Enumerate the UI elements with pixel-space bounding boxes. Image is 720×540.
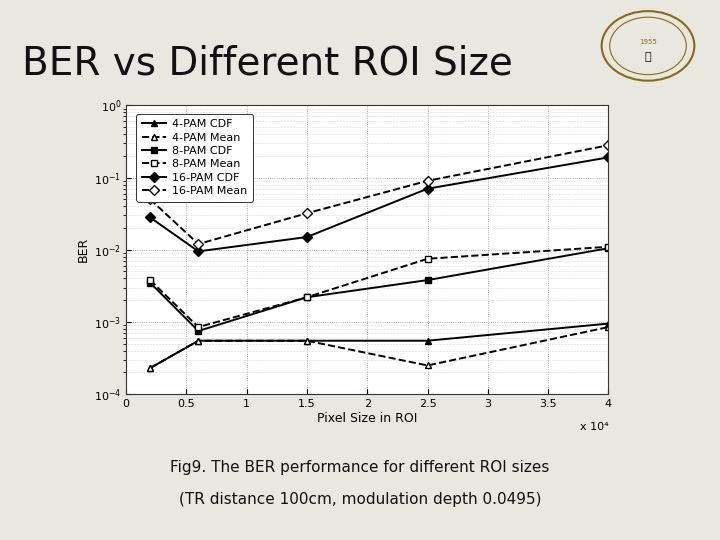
Text: Fig9. The BER performance for different ROI sizes: Fig9. The BER performance for different … — [171, 460, 549, 475]
4-PAM Mean — [145, 365, 154, 372]
8-PAM CDF — [145, 279, 154, 286]
16-PAM Mean — [604, 142, 613, 149]
8-PAM CDF — [194, 328, 203, 334]
Legend: 4-PAM CDF, 4-PAM Mean, 8-PAM CDF, 8-PAM Mean, 16-PAM CDF, 16-PAM Mean: 4-PAM CDF, 4-PAM Mean, 8-PAM CDF, 8-PAM … — [136, 114, 253, 201]
16-PAM Mean — [302, 210, 311, 217]
Line: 4-PAM CDF: 4-PAM CDF — [147, 320, 612, 372]
Text: 📖: 📖 — [644, 52, 652, 62]
Line: 8-PAM Mean: 8-PAM Mean — [147, 244, 612, 330]
8-PAM Mean — [604, 244, 613, 250]
8-PAM Mean — [194, 324, 203, 330]
4-PAM Mean — [604, 324, 613, 330]
Text: 1955: 1955 — [639, 39, 657, 45]
8-PAM Mean — [145, 277, 154, 284]
16-PAM CDF — [145, 214, 154, 221]
16-PAM Mean — [423, 178, 432, 184]
Line: 16-PAM CDF: 16-PAM CDF — [147, 154, 612, 255]
X-axis label: Pixel Size in ROI: Pixel Size in ROI — [317, 412, 418, 425]
4-PAM CDF — [423, 338, 432, 344]
Line: 16-PAM Mean: 16-PAM Mean — [147, 142, 612, 247]
16-PAM CDF — [194, 248, 203, 254]
4-PAM Mean — [194, 338, 203, 344]
4-PAM CDF — [145, 365, 154, 372]
16-PAM CDF — [302, 234, 311, 240]
Text: x 10⁴: x 10⁴ — [580, 422, 608, 433]
4-PAM CDF — [604, 320, 613, 327]
8-PAM CDF — [604, 245, 613, 252]
4-PAM CDF — [302, 338, 311, 344]
Line: 4-PAM Mean: 4-PAM Mean — [147, 323, 612, 372]
4-PAM Mean — [423, 362, 432, 369]
8-PAM CDF — [302, 294, 311, 300]
Y-axis label: BER: BER — [76, 237, 89, 262]
8-PAM Mean — [423, 255, 432, 262]
16-PAM Mean — [194, 241, 203, 247]
Line: 8-PAM CDF: 8-PAM CDF — [147, 245, 612, 334]
16-PAM Mean — [145, 196, 154, 202]
Text: (TR distance 100cm, modulation depth 0.0495): (TR distance 100cm, modulation depth 0.0… — [179, 492, 541, 507]
4-PAM Mean — [302, 338, 311, 344]
16-PAM CDF — [604, 154, 613, 160]
8-PAM CDF — [423, 277, 432, 284]
4-PAM CDF — [194, 338, 203, 344]
16-PAM CDF — [423, 185, 432, 192]
Text: BER vs Different ROI Size: BER vs Different ROI Size — [22, 45, 513, 83]
8-PAM Mean — [302, 294, 311, 300]
